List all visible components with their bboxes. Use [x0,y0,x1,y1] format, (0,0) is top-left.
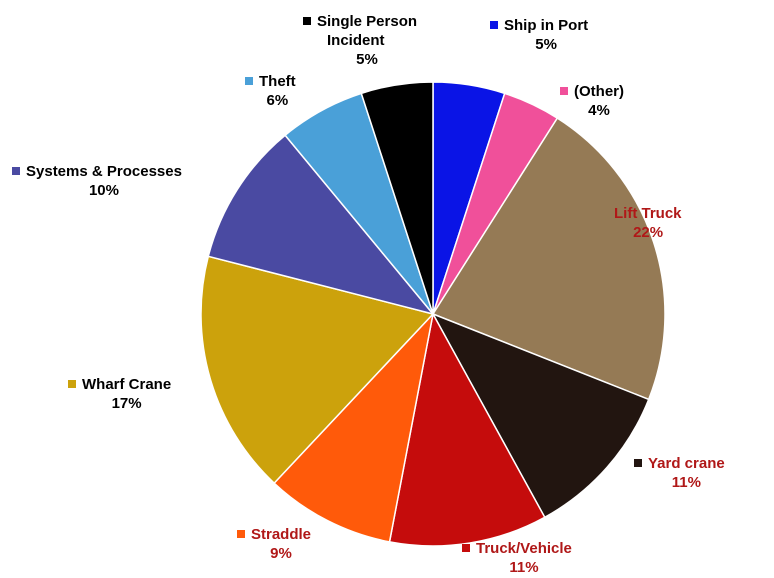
label-name-single-person-incident: Single Person Incident [317,13,417,49]
pie-slice-straddle [273,311,435,543]
label-wharf-crane: Wharf Crane 17% [68,376,171,412]
label-name-systems-processes: Systems & Processes [26,163,182,180]
label-value-yard-crane: 11% [672,474,701,491]
legend-marker-other [560,87,568,95]
label-truck-vehicle: Truck/Vehicle 11% [462,540,572,576]
label-value-lift-truck: 22% [633,224,663,241]
label-value-wharf-crane: 17% [112,395,142,412]
label-value-straddle: 9% [270,545,292,562]
legend-marker-straddle [237,530,245,538]
label-name-ship-in-port: Ship in Port [504,17,588,34]
pie-slice-systems-processes [207,134,436,316]
label-yard-crane: Yard crane 11% [634,455,725,491]
label-lift-truck: Lift Truck 22% [600,205,682,241]
legend-marker-truck-vehicle [462,544,470,552]
legend-marker-lift-truck [600,209,608,217]
label-name-theft: Theft [259,73,296,90]
label-other: (Other) 4% [560,83,624,119]
label-ship-in-port: Ship in Port 5% [490,17,588,53]
pie-slice-single-person-incident [360,81,434,315]
label-name-truck-vehicle: Truck/Vehicle [476,540,572,557]
label-name-yard-crane: Yard crane [648,455,725,472]
legend-marker-theft [245,77,253,85]
label-name-lift-truck: Lift Truck [614,205,682,222]
legend-marker-ship-in-port [490,21,498,29]
label-value-systems-processes: 10% [89,182,119,199]
legend-marker-yard-crane [634,459,642,467]
legend-marker-systems-processes [12,167,20,175]
label-name-straddle: Straddle [251,526,311,543]
label-name-wharf-crane: Wharf Crane [82,376,171,393]
label-value-theft: 6% [266,92,288,109]
label-value-other: 4% [588,102,610,119]
pie-slice-truck-vehicle [388,311,546,547]
label-theft: Theft 6% [245,73,296,109]
legend-marker-single-person-incident [303,17,311,25]
label-straddle: Straddle 9% [237,526,311,562]
pie-labels: Ship in Port 5% (Other) 4% Lift Truck 22% Yard… [12,13,725,576]
label-single-person-incident: Single Person Incident 5% [303,13,417,68]
pie-slice-yard-crane [431,312,650,519]
pie-slices [200,81,666,547]
pie-slice-lift-truck [431,117,666,401]
label-systems-processes: Systems & Processes 10% [12,163,182,199]
label-value-single-person-incident: 5% [356,51,378,68]
label-name-other: (Other) [574,83,624,100]
pie-slice-wharf-crane [200,255,435,485]
label-value-truck-vehicle: 11% [509,559,538,576]
label-value-ship-in-port: 5% [535,36,557,53]
legend-marker-wharf-crane [68,380,76,388]
